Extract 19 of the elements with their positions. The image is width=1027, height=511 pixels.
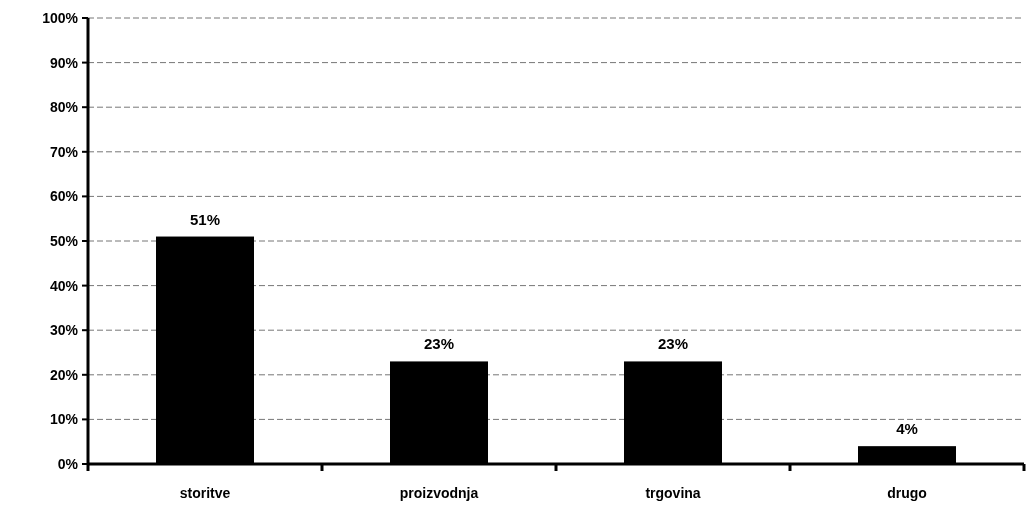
y-tick-label: 90% bbox=[49, 54, 79, 71]
x-tick-label: drugo bbox=[887, 485, 927, 501]
data-label: 51% bbox=[189, 210, 221, 228]
y-tick-label: 70% bbox=[49, 143, 79, 160]
x-tick-label: proizvodnja bbox=[399, 485, 479, 501]
data-label: 23% bbox=[657, 335, 689, 353]
y-tick-label: 30% bbox=[49, 322, 79, 339]
data-label: 23% bbox=[423, 335, 455, 353]
y-tick-label: 60% bbox=[49, 188, 79, 205]
y-tick-label: 0% bbox=[57, 455, 79, 472]
y-tick-label: 80% bbox=[49, 99, 79, 116]
y-tick-label: 40% bbox=[49, 277, 79, 294]
data-label: 4% bbox=[896, 420, 918, 438]
x-tick-label: storitve bbox=[179, 485, 231, 501]
y-tick-label: 100% bbox=[42, 9, 79, 26]
y-tick-label: 20% bbox=[49, 366, 79, 383]
y-tick-label: 50% bbox=[49, 232, 79, 249]
y-tick-label: 10% bbox=[49, 411, 79, 428]
x-tick-label: trgovina bbox=[645, 485, 701, 501]
